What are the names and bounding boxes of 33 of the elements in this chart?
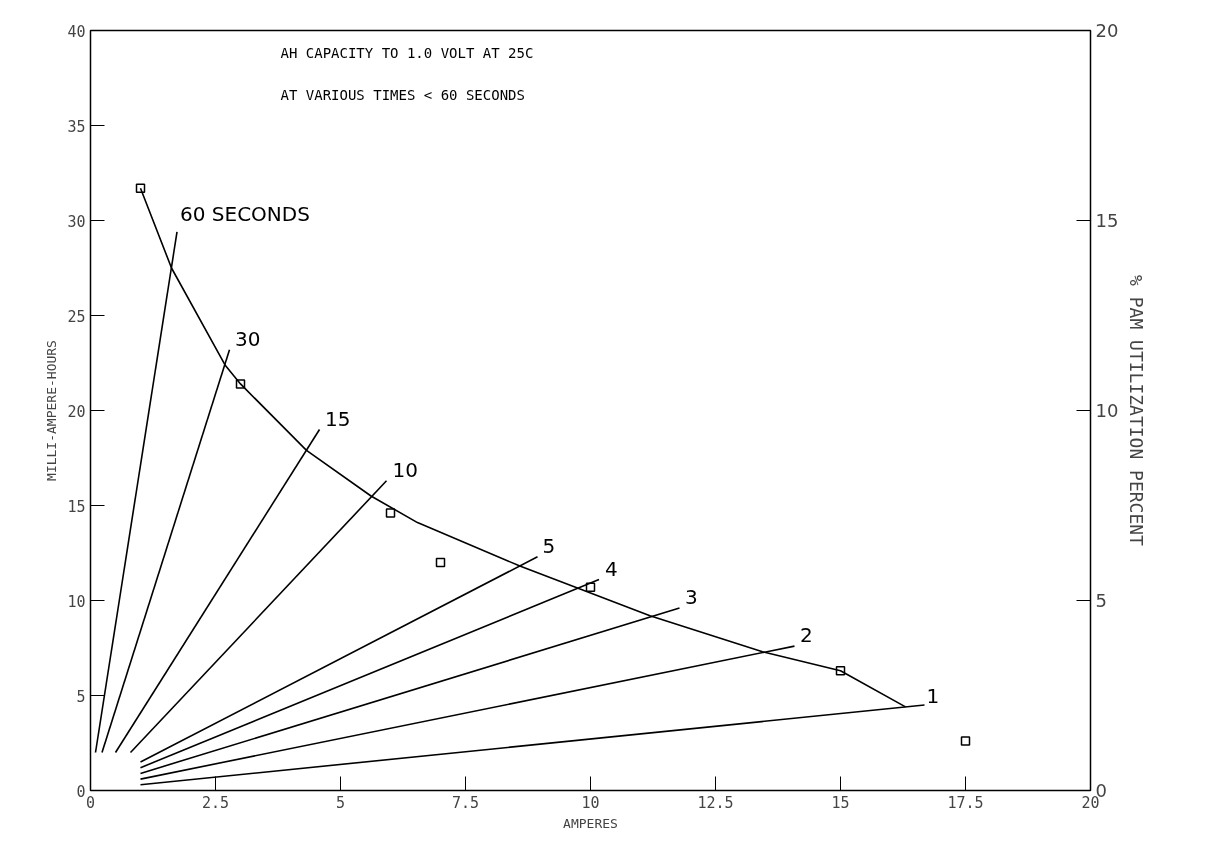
x-tick-label: 15: [831, 793, 850, 812]
y-tick-label: 35: [67, 117, 86, 136]
y-tick-label: 25: [67, 307, 86, 326]
y-tick-label: 20: [67, 402, 86, 421]
y-tick-label: 10: [67, 592, 86, 611]
y2-tick-label: 5: [1095, 590, 1107, 611]
y2-tick-label: 20: [1095, 20, 1119, 41]
y-axis-title: MILLI-AMPERE-HOURS: [44, 340, 60, 481]
x-tick-label: 17.5: [947, 793, 984, 812]
x-axis-title: AMPERES: [563, 815, 618, 831]
x-tick-label: 12.5: [697, 793, 734, 812]
x-tick-label: 7.5: [451, 793, 480, 812]
y2-axis-title: % PAM UTILIZATION PERCENT: [1126, 275, 1148, 547]
y2-tick-label: 15: [1095, 210, 1119, 231]
x-tick-label: 2.5: [201, 793, 230, 812]
y-tick-label: 15: [67, 497, 86, 516]
annotation: 10: [392, 457, 418, 482]
annotation: AT VARIOUS TIMES < 60 SECONDS: [280, 86, 525, 103]
annotation: 60 SECONDS: [180, 202, 310, 227]
annotation: 2: [800, 623, 813, 648]
x-tick-label: 10: [581, 793, 600, 812]
y2-tick-label: 10: [1095, 400, 1119, 421]
annotation: 3: [685, 585, 698, 610]
annotation: 5: [542, 533, 556, 558]
y-tick-label: 30: [67, 212, 86, 231]
x-tick-label: 5: [335, 793, 346, 812]
annotation: 4: [605, 556, 618, 581]
y-tick-label: 5: [76, 687, 86, 706]
annotation: 1: [926, 684, 940, 708]
annotation: 30: [235, 326, 261, 351]
annotation: AH CAPACITY TO 1.0 VOLT AT 25C: [280, 44, 534, 61]
annotation: 15: [325, 406, 351, 431]
y-tick-label: 40: [67, 22, 86, 41]
